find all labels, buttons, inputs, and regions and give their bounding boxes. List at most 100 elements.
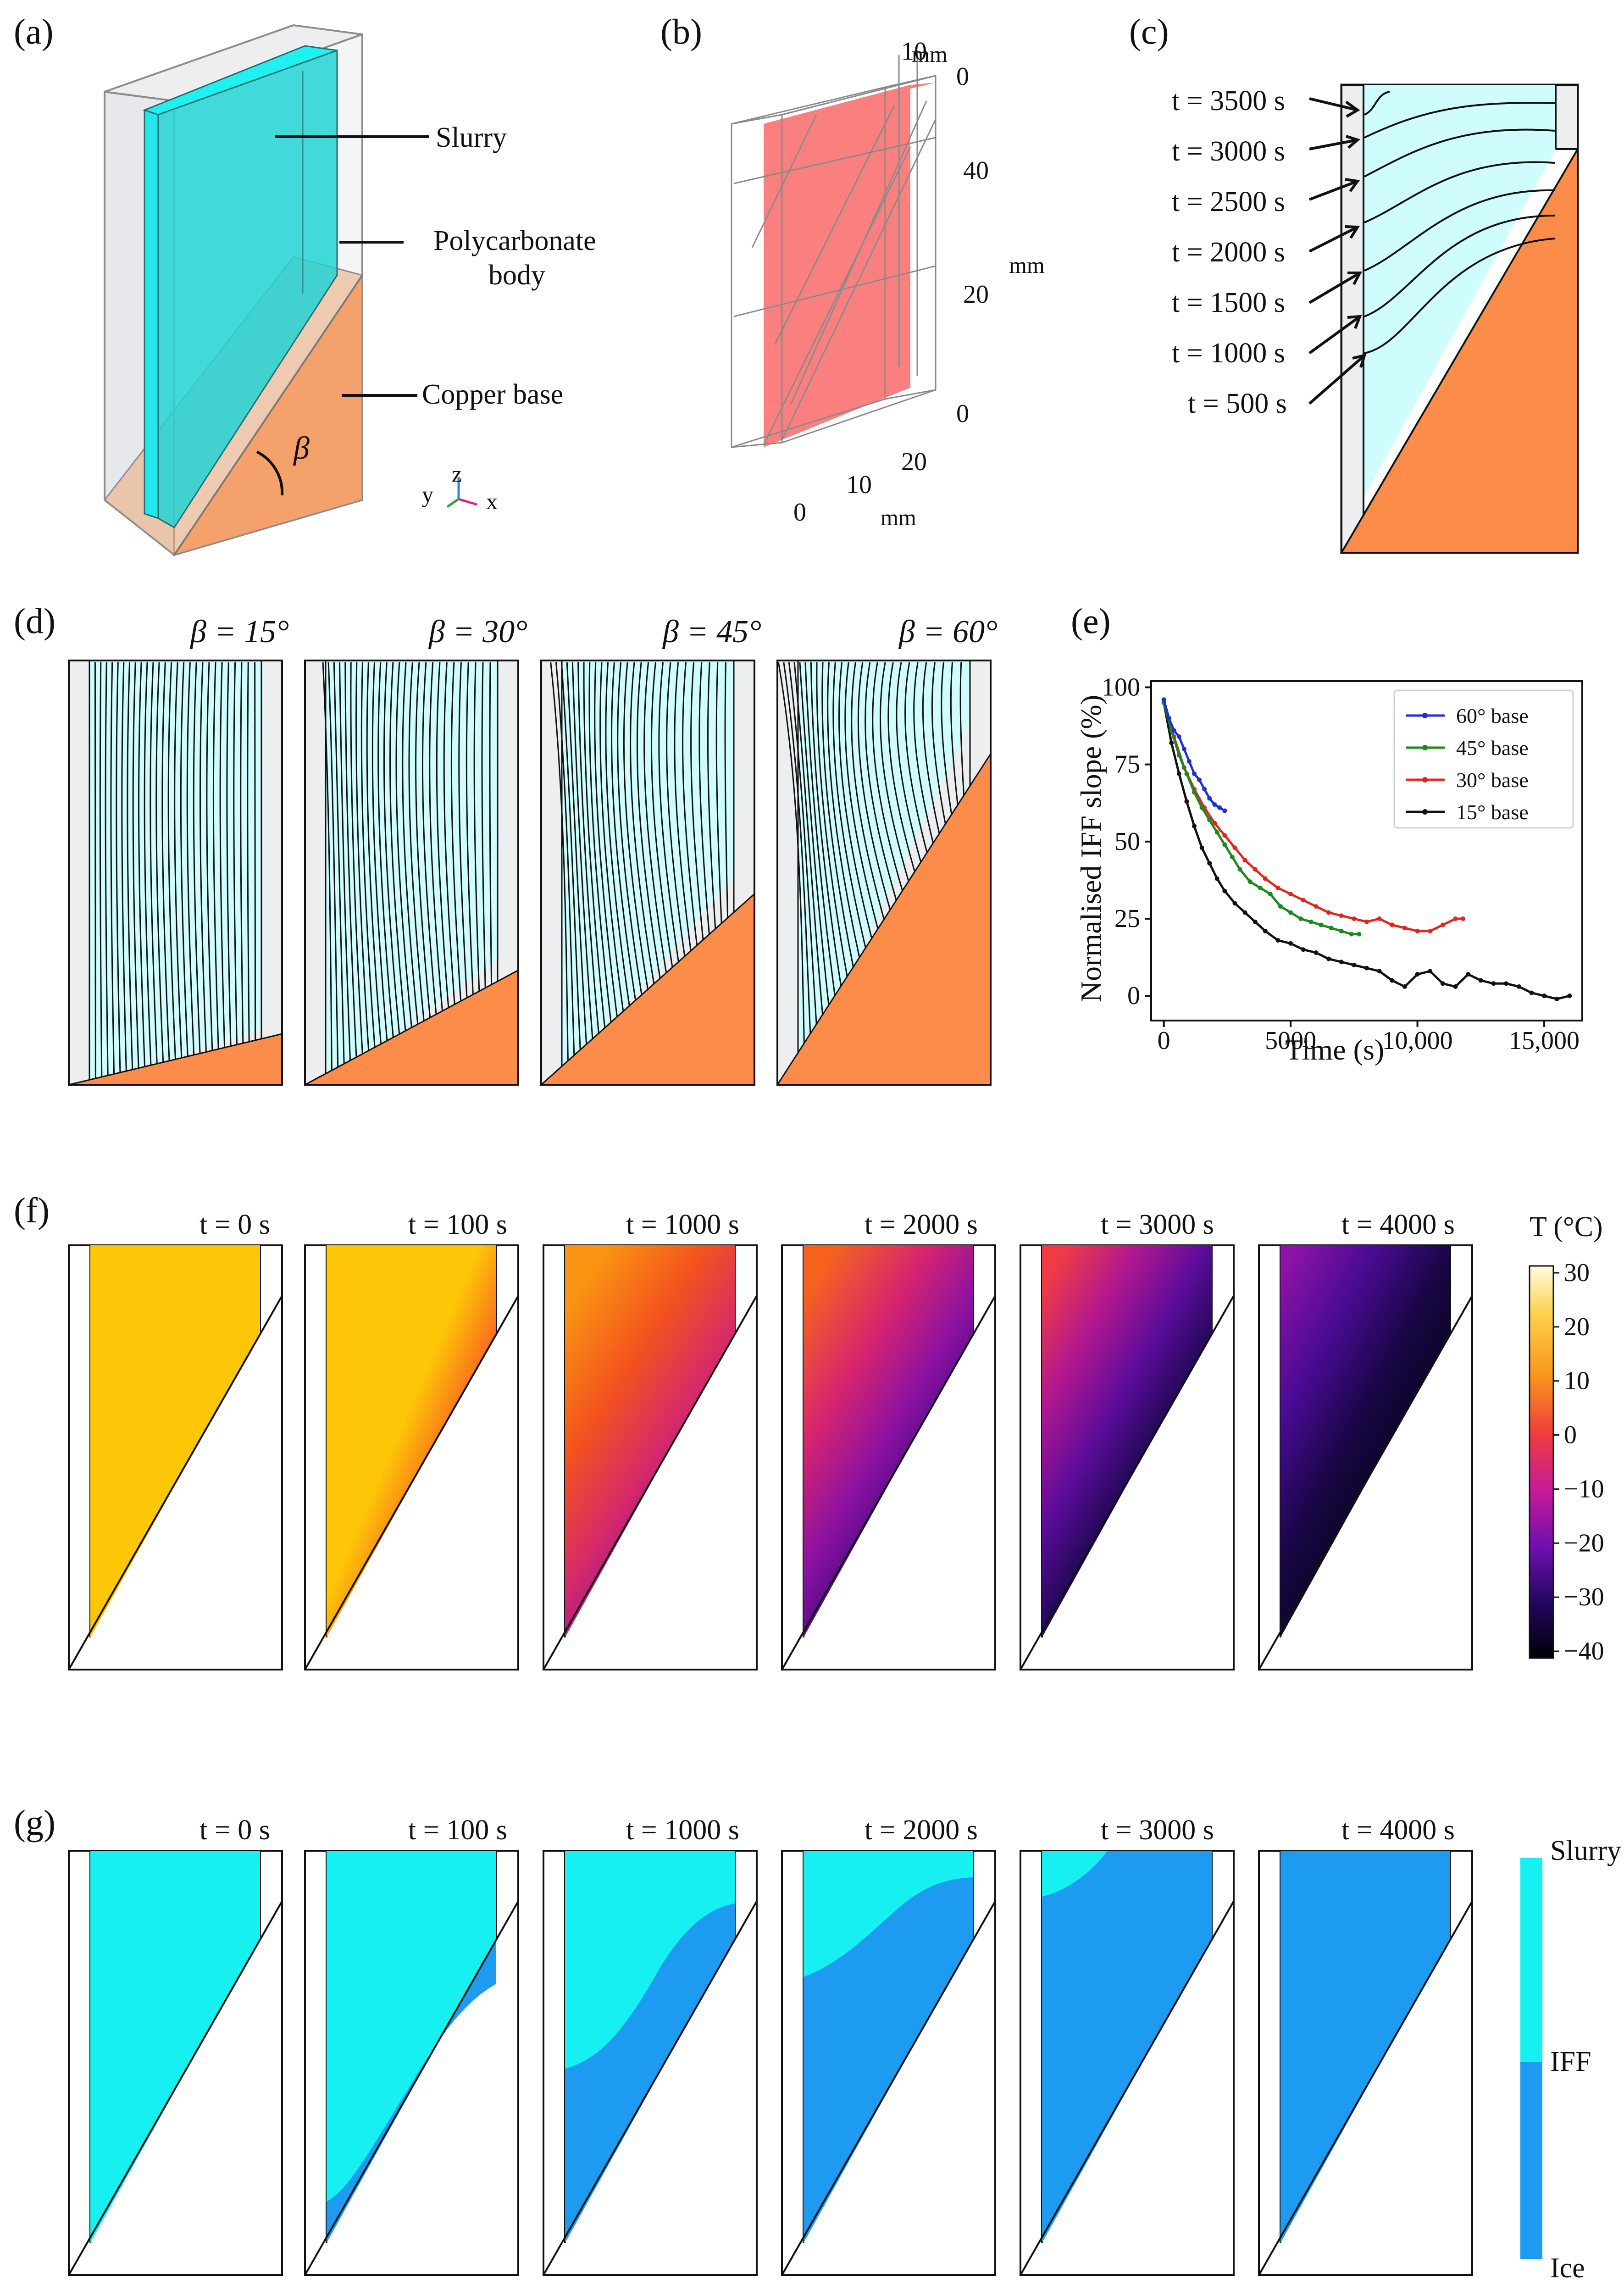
data-point (1504, 981, 1509, 986)
y-tick-label: 75 (1114, 750, 1140, 779)
data-point (1319, 922, 1324, 927)
data-point (1314, 904, 1319, 909)
streamline (865, 662, 897, 901)
phase-colorbar-ice (1520, 2062, 1542, 2259)
data-point (1214, 876, 1219, 881)
data-point (1314, 950, 1319, 955)
b-unit-right: mm (1009, 252, 1045, 278)
streamline (959, 662, 965, 796)
data-point (1247, 879, 1253, 884)
streamline (783, 662, 811, 1034)
legend-marker (1422, 745, 1428, 750)
data-point (1339, 928, 1344, 933)
chart-ylabel: Normalised IFF slope (%) (1075, 695, 1107, 1002)
panel-label-b: (b) (660, 11, 702, 51)
b-depth-tick-0: 0 (956, 62, 969, 91)
f-time-0: t = 0 s (200, 1209, 270, 1240)
streamline (339, 662, 351, 1061)
f-time-1000: t = 1000 s (626, 1209, 739, 1240)
streamline (344, 662, 357, 1057)
streamline (199, 662, 207, 1052)
panel-b-mesh-box (731, 50, 937, 448)
streamline (408, 662, 425, 1021)
axis-z-label: z (452, 461, 462, 487)
colorbar-tick-label: −30 (1564, 1583, 1604, 1611)
data-point (1192, 790, 1197, 795)
data-point (1184, 771, 1189, 776)
streamline (436, 662, 449, 1008)
streamline (941, 662, 953, 815)
isochrone-label-500: t = 500 s (1188, 388, 1287, 419)
data-point (1288, 910, 1293, 915)
g-time-3000: t = 3000 s (1101, 1815, 1214, 1846)
streamline (555, 662, 575, 1055)
streamline (138, 662, 146, 1067)
data-point (1242, 910, 1247, 915)
streamline (415, 662, 431, 1018)
colorbar-tick-label: 10 (1564, 1367, 1590, 1395)
streamline (799, 662, 830, 1005)
streamline (887, 662, 915, 872)
data-point (1402, 984, 1407, 989)
data-point (1222, 842, 1227, 847)
temp-map-3000s (1020, 1244, 1235, 1670)
colorbar-tick-label: 0 (1564, 1421, 1577, 1449)
temperature-colorbar (1529, 1265, 1554, 1659)
phase-map-4000s (1258, 1850, 1473, 2276)
streamline (206, 662, 213, 1051)
streamline (793, 662, 824, 1015)
phase-label-slurry: Slurry (1550, 1835, 1621, 1866)
streamline (851, 662, 885, 920)
data-point (1222, 808, 1227, 813)
y-tick-label: 25 (1114, 905, 1140, 933)
data-point (1197, 777, 1202, 782)
data-point (1288, 892, 1293, 897)
data-point (1176, 734, 1181, 739)
g-time-4000: t = 4000 s (1341, 1815, 1455, 1846)
data-point (1390, 978, 1395, 983)
streamline (389, 662, 406, 1031)
streamline (872, 662, 903, 891)
data-point (1461, 916, 1466, 921)
b-front-tick-20: 20 (901, 448, 927, 476)
streamline (690, 662, 704, 940)
streamline (658, 662, 679, 962)
data-point (1516, 984, 1521, 989)
data-point (1207, 860, 1212, 866)
colorbar-tick-label: −20 (1564, 1529, 1604, 1557)
data-point (1377, 969, 1382, 974)
data-point (1364, 919, 1369, 924)
streamline (816, 662, 848, 977)
streamline (674, 662, 692, 951)
polycarbonate-label-line1: Polycarbonate (433, 225, 596, 256)
data-point (1232, 845, 1237, 850)
slurry-label: Slurry (436, 122, 507, 153)
data-point (1466, 972, 1471, 977)
phase-map-2000s (781, 1850, 996, 2276)
phase-label-ice: Ice (1550, 2253, 1585, 2284)
temp-map-100s (304, 1244, 519, 1670)
streamline (371, 662, 388, 1041)
streamline (636, 662, 661, 979)
data-point (1428, 969, 1433, 974)
data-point (1326, 910, 1331, 915)
chart-xlabel: Time (s) (1285, 1033, 1384, 1066)
data-point (1567, 993, 1572, 999)
streamline (489, 662, 493, 985)
streamline (366, 662, 382, 1044)
data-point (1453, 916, 1458, 921)
streamline (650, 662, 673, 968)
data-point (1217, 805, 1222, 810)
temp-map-1000s (543, 1244, 758, 1670)
data-point (1258, 885, 1263, 890)
streamline (844, 662, 879, 929)
angle-title-45: β = 45° (662, 614, 761, 649)
streamline (421, 662, 437, 1015)
data-point (1288, 941, 1293, 946)
streamline (931, 662, 946, 824)
data-point (1186, 759, 1192, 764)
legend-entry: 45° base (1456, 736, 1529, 760)
data-point (1242, 858, 1247, 863)
b-unit-top: mm (912, 41, 948, 67)
angle-title-30: β = 30° (428, 614, 527, 649)
